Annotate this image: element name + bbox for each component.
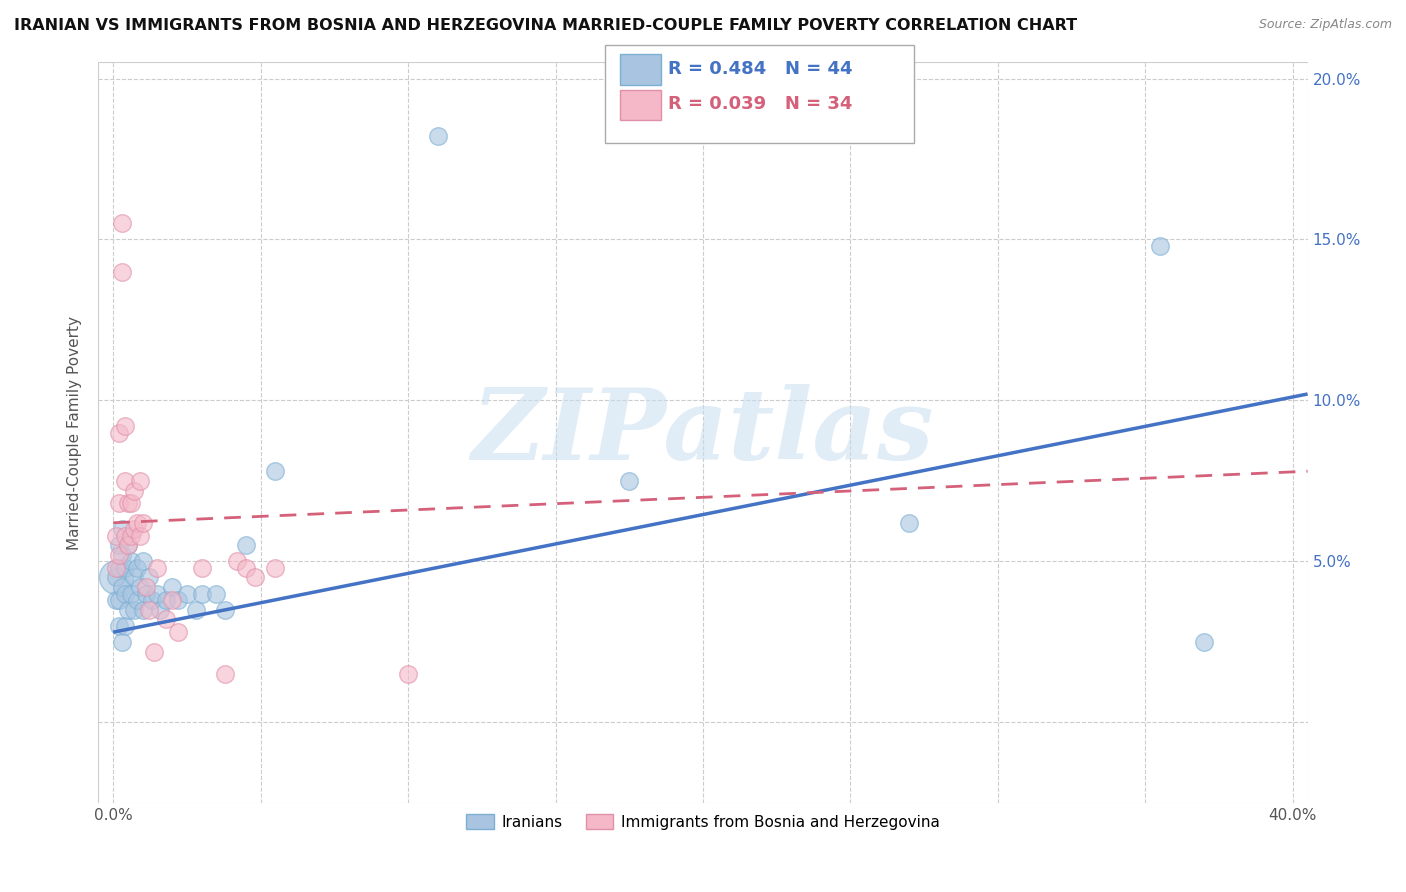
Point: [131, 516, 153, 530]
Point: [120, 554, 142, 568]
Point: [111, 522, 134, 536]
Point: [108, 496, 131, 510]
Point: [120, 528, 142, 542]
Point: [235, 538, 257, 552]
Point: [243, 570, 266, 584]
Point: [160, 580, 183, 594]
Point: [214, 602, 236, 616]
Legend: Iranians, Immigrants from Bosnia and Herzegovina: Iranians, Immigrants from Bosnia and Her…: [460, 807, 946, 836]
Point: [111, 580, 134, 594]
Point: [146, 561, 169, 575]
Point: [131, 602, 153, 616]
Point: [135, 586, 157, 600]
Point: [176, 586, 198, 600]
Point: [117, 538, 139, 552]
Point: [111, 216, 134, 230]
Point: [114, 619, 136, 633]
Point: [108, 561, 131, 575]
Point: [108, 619, 131, 633]
Point: [105, 570, 128, 584]
Point: [149, 602, 172, 616]
Point: [131, 554, 153, 568]
Point: [114, 561, 136, 575]
Point: [120, 496, 142, 510]
Point: [143, 644, 166, 658]
Text: ZIPatlas: ZIPatlas: [472, 384, 934, 481]
Point: [1149, 239, 1171, 253]
Point: [190, 586, 212, 600]
Point: [108, 548, 131, 562]
Point: [125, 561, 148, 575]
Point: [108, 425, 131, 440]
Point: [122, 483, 145, 498]
Point: [898, 516, 921, 530]
Point: [214, 667, 236, 681]
Point: [120, 586, 142, 600]
Point: [167, 625, 190, 640]
Point: [125, 593, 148, 607]
Point: [190, 561, 212, 575]
Point: [155, 593, 177, 607]
Point: [128, 474, 150, 488]
Point: [226, 554, 249, 568]
Point: [264, 464, 287, 478]
Point: [146, 586, 169, 600]
Point: [114, 528, 136, 542]
Point: [205, 586, 228, 600]
Point: [184, 602, 207, 616]
Point: [128, 528, 150, 542]
Point: [426, 129, 449, 144]
Point: [114, 419, 136, 434]
Point: [138, 570, 160, 584]
Point: [117, 538, 139, 552]
Text: R = 0.039   N = 34: R = 0.039 N = 34: [668, 95, 852, 113]
Point: [108, 538, 131, 552]
Point: [1194, 635, 1216, 649]
Point: [117, 602, 139, 616]
Point: [138, 602, 160, 616]
Point: [619, 474, 641, 488]
Point: [235, 561, 257, 575]
Point: [111, 265, 134, 279]
Point: [167, 593, 190, 607]
Point: [141, 593, 163, 607]
Point: [111, 548, 134, 562]
Point: [105, 528, 128, 542]
Point: [105, 593, 128, 607]
Point: [128, 580, 150, 594]
Point: [108, 593, 131, 607]
Point: [122, 570, 145, 584]
Text: IRANIAN VS IMMIGRANTS FROM BOSNIA AND HERZEGOVINA MARRIED-COUPLE FAMILY POVERTY : IRANIAN VS IMMIGRANTS FROM BOSNIA AND HE…: [14, 18, 1077, 33]
Point: [155, 612, 177, 626]
Text: R = 0.484   N = 44: R = 0.484 N = 44: [668, 60, 852, 78]
Point: [114, 586, 136, 600]
Point: [396, 667, 419, 681]
Point: [105, 561, 128, 575]
Point: [105, 570, 128, 584]
Point: [114, 474, 136, 488]
Point: [122, 602, 145, 616]
Y-axis label: Married-Couple Family Poverty: Married-Couple Family Poverty: [67, 316, 83, 549]
Point: [135, 580, 157, 594]
Point: [125, 516, 148, 530]
Point: [122, 522, 145, 536]
Point: [160, 593, 183, 607]
Text: Source: ZipAtlas.com: Source: ZipAtlas.com: [1258, 18, 1392, 31]
Point: [117, 496, 139, 510]
Point: [111, 635, 134, 649]
Point: [264, 561, 287, 575]
